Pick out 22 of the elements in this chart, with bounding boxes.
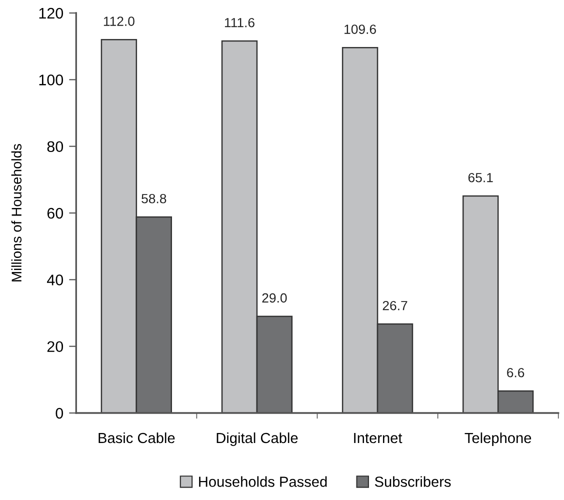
y-tick-label: 40 [47,274,64,286]
x-tick-label: Telephone [464,432,532,446]
data-label: 29.0 [262,293,287,303]
data-label: 65.1 [468,172,493,182]
x-tick-label: Digital Cable [216,432,298,446]
data-label: 26.7 [382,300,408,310]
y-tick-label: 80 [47,141,64,152]
data-label: 112.0 [104,16,134,26]
data-label: 58.8 [142,194,166,204]
data-label: 6.6 [507,368,524,378]
data-label: 109.6 [344,24,376,34]
x-tick-label: Basic Cable [98,432,175,444]
y-tick-label: 20 [47,341,64,352]
legend-label: Households Passed [199,476,327,487]
y-tick-label: 0 [56,408,64,419]
y-tick-label: 60 [47,208,64,219]
y-tick-label: 120 [39,8,64,19]
y-tick-label: 100 [39,74,64,86]
data-label: 111.6 [224,18,254,28]
x-tick-label: Internet [354,432,402,444]
legend-label: Subscribers [374,476,451,487]
y-axis-title: Millions of Households [11,144,22,282]
